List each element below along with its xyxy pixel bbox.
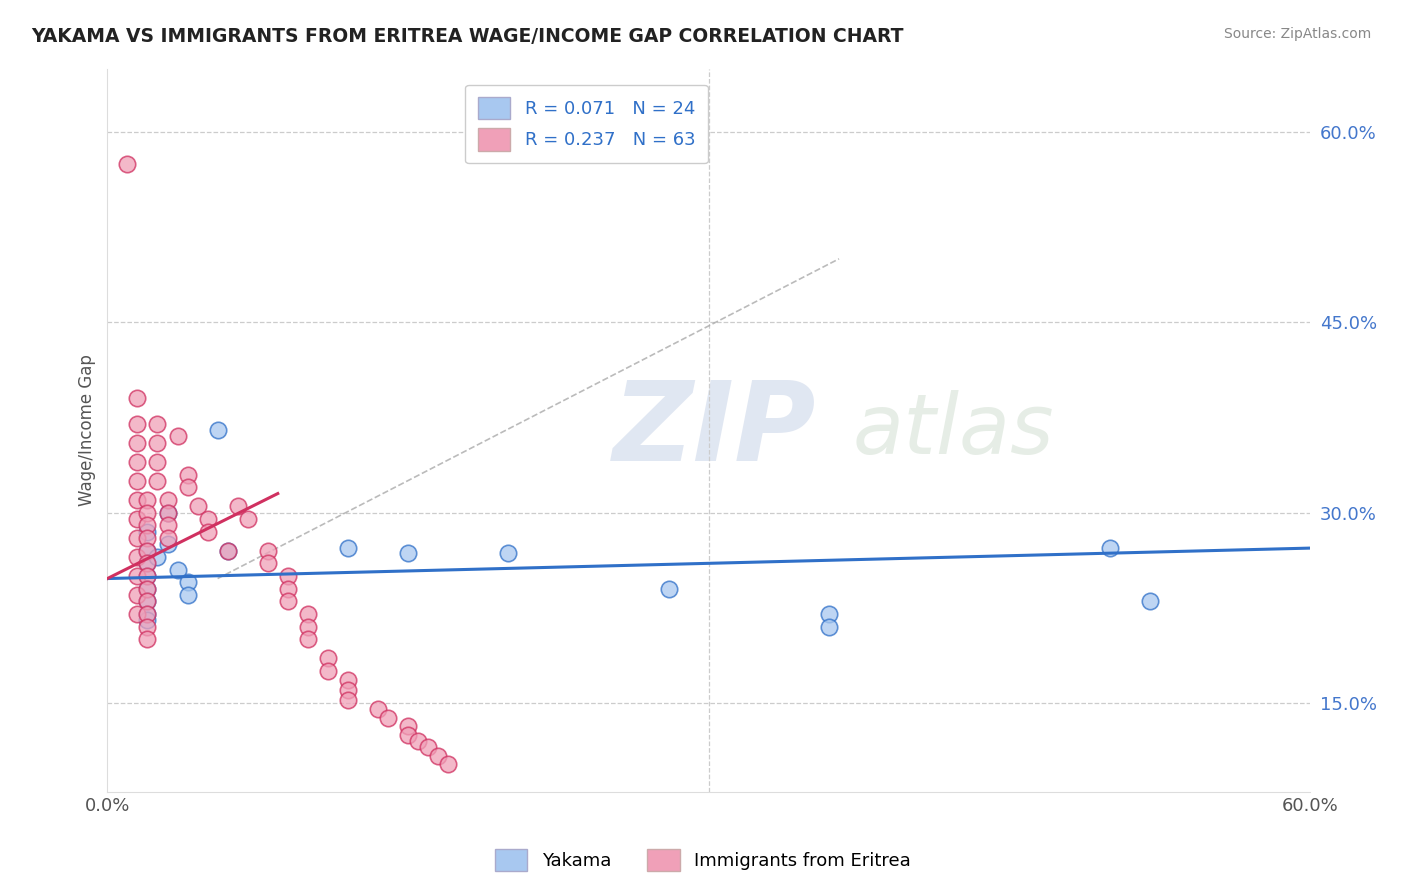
Point: [156, 518, 179, 533]
Point: [406, 734, 429, 748]
Point: [396, 719, 419, 733]
Point: [277, 582, 299, 596]
Point: [136, 594, 159, 608]
Point: [377, 711, 399, 725]
Point: [217, 543, 239, 558]
Point: [187, 500, 209, 514]
Point: [336, 693, 359, 707]
Point: [156, 537, 179, 551]
Point: [498, 546, 520, 560]
Point: [336, 683, 359, 698]
Point: [127, 435, 149, 450]
Point: [217, 543, 239, 558]
Point: [127, 549, 149, 564]
Point: [818, 607, 841, 621]
Point: [658, 582, 681, 596]
Point: [256, 543, 278, 558]
Point: [297, 620, 319, 634]
Point: [416, 740, 439, 755]
Point: [136, 569, 159, 583]
Point: [136, 492, 159, 507]
Point: [136, 531, 159, 545]
Point: [226, 500, 249, 514]
Point: [1139, 594, 1161, 608]
Point: [146, 455, 169, 469]
Text: atlas: atlas: [853, 390, 1054, 471]
Point: [396, 546, 419, 560]
Point: [437, 756, 460, 771]
Point: [197, 524, 219, 539]
Point: [297, 607, 319, 621]
Point: [256, 557, 278, 571]
Point: [156, 531, 179, 545]
Point: [127, 531, 149, 545]
Point: [136, 524, 159, 539]
Point: [166, 563, 188, 577]
Point: [316, 664, 339, 678]
Point: [136, 607, 159, 621]
Point: [176, 588, 198, 602]
Point: [127, 392, 149, 406]
Point: [127, 492, 149, 507]
Point: [156, 506, 179, 520]
Text: YAKAMA VS IMMIGRANTS FROM ERITREA WAGE/INCOME GAP CORRELATION CHART: YAKAMA VS IMMIGRANTS FROM ERITREA WAGE/I…: [31, 27, 904, 45]
Point: [367, 702, 389, 716]
Point: [136, 557, 159, 571]
Point: [176, 467, 198, 482]
Point: [136, 582, 159, 596]
Legend: Yakama, Immigrants from Eritrea: Yakama, Immigrants from Eritrea: [488, 842, 918, 879]
Legend: R = 0.071   N = 24, R = 0.237   N = 63: R = 0.071 N = 24, R = 0.237 N = 63: [465, 85, 709, 163]
Y-axis label: Wage/Income Gap: Wage/Income Gap: [79, 354, 96, 506]
Point: [136, 506, 159, 520]
Text: ZIP: ZIP: [613, 376, 815, 483]
Point: [176, 575, 198, 590]
Point: [136, 543, 159, 558]
Point: [297, 632, 319, 647]
Point: [336, 673, 359, 687]
Point: [127, 588, 149, 602]
Point: [136, 582, 159, 596]
Point: [277, 594, 299, 608]
Text: Source: ZipAtlas.com: Source: ZipAtlas.com: [1223, 27, 1371, 41]
Point: [146, 435, 169, 450]
Point: [136, 614, 159, 628]
Point: [136, 543, 159, 558]
Point: [136, 569, 159, 583]
Point: [127, 417, 149, 431]
Point: [146, 417, 169, 431]
Point: [127, 607, 149, 621]
Point: [818, 620, 841, 634]
Point: [156, 492, 179, 507]
Point: [166, 429, 188, 443]
Point: [156, 506, 179, 520]
Point: [136, 632, 159, 647]
Point: [336, 541, 359, 555]
Point: [1098, 541, 1121, 555]
Point: [136, 518, 159, 533]
Point: [117, 156, 139, 170]
Point: [427, 749, 450, 764]
Point: [277, 569, 299, 583]
Point: [127, 455, 149, 469]
Point: [197, 512, 219, 526]
Point: [136, 620, 159, 634]
Point: [136, 594, 159, 608]
Point: [316, 651, 339, 665]
Point: [127, 512, 149, 526]
Point: [127, 474, 149, 488]
Point: [146, 474, 169, 488]
Point: [127, 569, 149, 583]
Point: [396, 728, 419, 742]
Point: [146, 549, 169, 564]
Point: [176, 480, 198, 494]
Point: [236, 512, 259, 526]
Point: [136, 607, 159, 621]
Point: [136, 557, 159, 571]
Point: [207, 423, 229, 437]
